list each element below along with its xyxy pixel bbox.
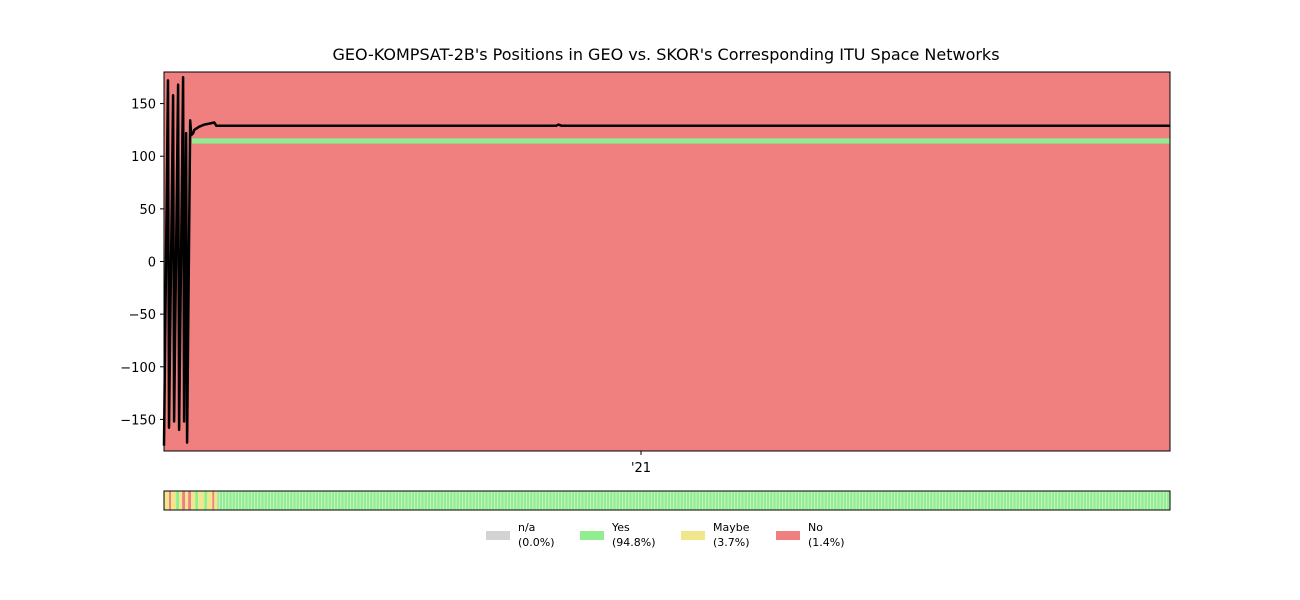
status-strip-texture bbox=[218, 491, 1171, 510]
strip-segment-no bbox=[188, 491, 192, 510]
strip-segment-maybe bbox=[191, 491, 196, 510]
legend-percent: (3.7%) bbox=[713, 536, 750, 549]
legend-label: Yes bbox=[611, 521, 630, 534]
legend-percent: (0.0%) bbox=[518, 536, 555, 549]
strip-segment-yes bbox=[204, 491, 208, 510]
legend-item-maybe: Maybe (3.7%) bbox=[681, 521, 750, 549]
legend-label: No bbox=[808, 521, 823, 534]
y-tick-label: −50 bbox=[129, 308, 156, 323]
strip-segment-maybe bbox=[198, 491, 205, 510]
strip-segment-maybe bbox=[179, 491, 183, 510]
legend-percent: (1.4%) bbox=[808, 536, 845, 549]
y-tick-label: −150 bbox=[120, 413, 156, 428]
y-tick-label: 50 bbox=[139, 203, 156, 218]
main-plot: 150 100 50 0 −50 −100 −150 '21 bbox=[120, 71, 1171, 476]
legend-swatch bbox=[681, 531, 705, 540]
strip-segment-maybe bbox=[185, 491, 189, 510]
strip-segment-no bbox=[212, 491, 215, 510]
bands-layer bbox=[192, 138, 1170, 144]
y-tick-label: 150 bbox=[131, 98, 156, 113]
strip-segment-maybe bbox=[207, 491, 213, 510]
legend-percent: (94.8%) bbox=[612, 536, 656, 549]
series-layer bbox=[162, 76, 1170, 446]
strip-segment-yes bbox=[195, 491, 199, 510]
band-yes bbox=[192, 138, 1170, 144]
strip-segment-no bbox=[169, 491, 172, 510]
strip-segment-yes bbox=[217, 491, 1170, 510]
strip-segment-yes bbox=[176, 491, 180, 510]
y-tick-label: 0 bbox=[148, 256, 156, 271]
status-strip bbox=[163, 490, 1171, 511]
plot-background bbox=[164, 72, 1170, 451]
y-tick-label: 100 bbox=[131, 150, 156, 165]
legend-swatch bbox=[776, 531, 800, 540]
strip-segment-no bbox=[182, 491, 186, 510]
strip-segment-maybe bbox=[171, 491, 177, 510]
strip-segment-maybe bbox=[164, 491, 170, 510]
x-axis: '21 bbox=[631, 451, 651, 476]
legend-item-yes: Yes (94.8%) bbox=[580, 521, 656, 549]
y-tick-label: −100 bbox=[120, 361, 156, 376]
series-line-0 bbox=[162, 76, 1170, 446]
legend-item-na: n/a (0.0%) bbox=[486, 521, 555, 549]
strip-segment-maybe bbox=[214, 491, 218, 510]
legend: n/a (0.0%) Yes (94.8%) Maybe (3.7%) No (1.4%) bbox=[486, 521, 845, 549]
y-axis: 150 100 50 0 −50 −100 −150 bbox=[120, 98, 164, 428]
status-strip-segments bbox=[164, 491, 1170, 510]
legend-swatch bbox=[580, 531, 604, 540]
x-tick-label: '21 bbox=[631, 461, 651, 476]
chart-title: GEO-KOMPSAT-2B's Positions in GEO vs. SK… bbox=[332, 45, 999, 64]
legend-item-no: No (1.4%) bbox=[776, 521, 845, 549]
legend-label: n/a bbox=[518, 521, 535, 534]
legend-swatch bbox=[486, 531, 510, 540]
legend-label: Maybe bbox=[713, 521, 750, 534]
status-strip-frame bbox=[163, 490, 1171, 511]
